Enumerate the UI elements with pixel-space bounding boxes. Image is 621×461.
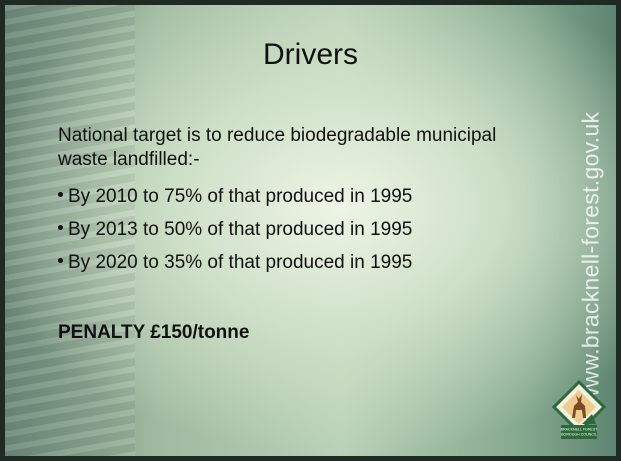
intro: National target is to reduce biodegradab… (58, 125, 497, 170)
logo: BRACKNELL FOREST BOROUGH COUNCIL (552, 380, 606, 439)
bullet-text: By 2013 to 50% of that produced in 1995 (68, 219, 413, 240)
bullet: By 2010 to 75% of that produced in 1995 (58, 186, 412, 208)
bullet-text: By 2010 to 75% of that produced in 1995 (68, 186, 413, 207)
bullet-text: By 2020 to 35% of that produced in 1995 (68, 252, 413, 273)
title: Drivers (263, 38, 358, 71)
logo-banner (561, 425, 597, 439)
logo-text: BOROUGH COUNCIL (561, 433, 597, 437)
logo-deer (572, 394, 586, 418)
background (5, 5, 616, 456)
bullet: By 2020 to 35% of that produced in 1995 (58, 252, 412, 274)
side-url: www.bracknell-forest.gov.uk (577, 111, 604, 405)
bullet: By 2013 to 50% of that produced in 1995 (58, 219, 412, 241)
logo-tree (582, 414, 596, 424)
penalty: PENALTY £150/tonne (58, 322, 250, 343)
logo-text: BRACKNELL FOREST (561, 428, 599, 432)
